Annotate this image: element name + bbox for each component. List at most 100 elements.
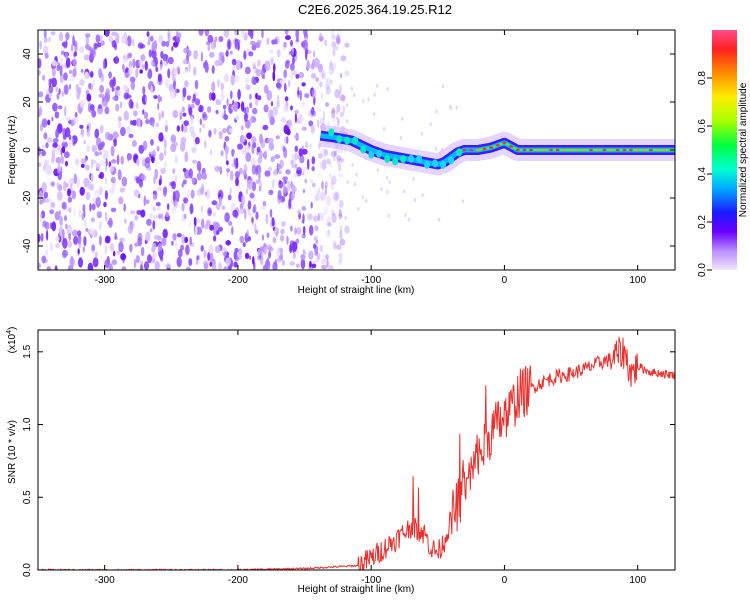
noise-speck (220, 82, 224, 91)
noise-speck (199, 187, 204, 195)
noise-speck (328, 265, 334, 270)
noise-speck (300, 254, 306, 261)
noise-speck (151, 41, 158, 52)
noise-speck (123, 92, 129, 100)
noise-speck (54, 111, 59, 116)
noise-speck (225, 151, 228, 162)
noise-speck (157, 102, 160, 110)
noise-speck (186, 95, 192, 101)
snr-ytick-label: 1.5 (22, 344, 33, 358)
noise-speck (191, 146, 197, 154)
noise-speck (266, 244, 272, 251)
noise-speck (105, 165, 108, 172)
noise-speck (309, 225, 314, 236)
signal-peak-dot (515, 148, 520, 152)
noise-speck (279, 79, 284, 85)
noise-speck (70, 44, 74, 52)
noise-speck (254, 99, 259, 106)
noise-speck (316, 254, 320, 264)
noise-speck (292, 244, 295, 253)
signal-blob (368, 150, 375, 159)
noise-speck (214, 36, 218, 42)
noise-speck (326, 216, 332, 227)
noise-speck (339, 225, 343, 233)
noise-speck (188, 106, 193, 116)
noise-speck (129, 210, 136, 215)
noise-speck (244, 209, 247, 220)
noise-speck (401, 116, 404, 121)
noise-speck (55, 146, 61, 153)
signal-peak-dot (615, 148, 620, 152)
noise-speck (189, 236, 192, 246)
noise-speck (141, 64, 145, 69)
noise-speck (280, 116, 287, 123)
noise-speck (260, 205, 267, 210)
noise-speck (38, 58, 42, 69)
noise-speck (98, 221, 102, 231)
noise-speck (71, 229, 78, 237)
noise-speck (134, 242, 139, 247)
noise-speck (243, 112, 248, 123)
noise-speck (336, 244, 342, 250)
noise-speck (234, 30, 238, 36)
noise-speck (45, 142, 49, 149)
noise-speck (321, 179, 324, 189)
noise-speck (263, 104, 269, 113)
noise-speck (248, 212, 253, 218)
noise-speck (38, 68, 42, 76)
noise-speck (199, 118, 202, 126)
noise-speck (189, 125, 195, 134)
noise-speck (229, 50, 233, 55)
snr-frame (37, 329, 676, 571)
noise-speck (129, 76, 136, 83)
noise-speck (302, 171, 305, 176)
noise-speck (296, 209, 302, 215)
noise-speck (289, 261, 295, 266)
noise-speck (149, 228, 153, 233)
noise-speck (111, 86, 115, 92)
noise-speck (336, 30, 342, 39)
noise-speck (226, 168, 231, 173)
noise-speck (268, 109, 274, 120)
signal-peak-dot (555, 148, 560, 152)
noise-speck (161, 110, 165, 119)
noise-speck (144, 111, 149, 120)
noise-speck (171, 46, 174, 52)
noise-speck (294, 152, 298, 161)
noise-speck (204, 62, 209, 73)
noise-speck (157, 213, 162, 219)
noise-speck (147, 254, 152, 264)
noise-speck (223, 109, 226, 117)
noise-speck (63, 151, 70, 159)
noise-speck (277, 257, 282, 263)
noise-speck (339, 230, 343, 240)
noise-speck (317, 187, 321, 196)
noise-speck (311, 106, 315, 116)
noise-speck (429, 122, 432, 127)
noise-speck (277, 164, 282, 170)
noise-speck (127, 225, 134, 234)
noise-speck (83, 210, 86, 218)
noise-speck (302, 248, 306, 254)
noise-speck (204, 191, 208, 196)
noise-speck (264, 150, 267, 161)
noise-speck (272, 179, 275, 189)
noise-speck (59, 215, 63, 226)
noise-speck (333, 192, 339, 202)
noise-speck (163, 148, 167, 156)
noise-speck (104, 244, 108, 255)
noise-speck (75, 176, 80, 188)
noise-speck (104, 238, 107, 244)
noise-speck (255, 211, 259, 220)
noise-speck (292, 172, 298, 179)
noise-speck (244, 66, 251, 75)
noise-speck (211, 200, 218, 206)
spectrogram-ytick-label: -40 (22, 238, 33, 253)
noise-speck (404, 213, 407, 218)
noise-speck (52, 142, 58, 148)
noise-speck (55, 243, 60, 249)
noise-speck (99, 235, 102, 246)
signal-peak-dot (489, 146, 494, 149)
noise-speck (288, 50, 294, 55)
noise-speck (259, 133, 263, 144)
